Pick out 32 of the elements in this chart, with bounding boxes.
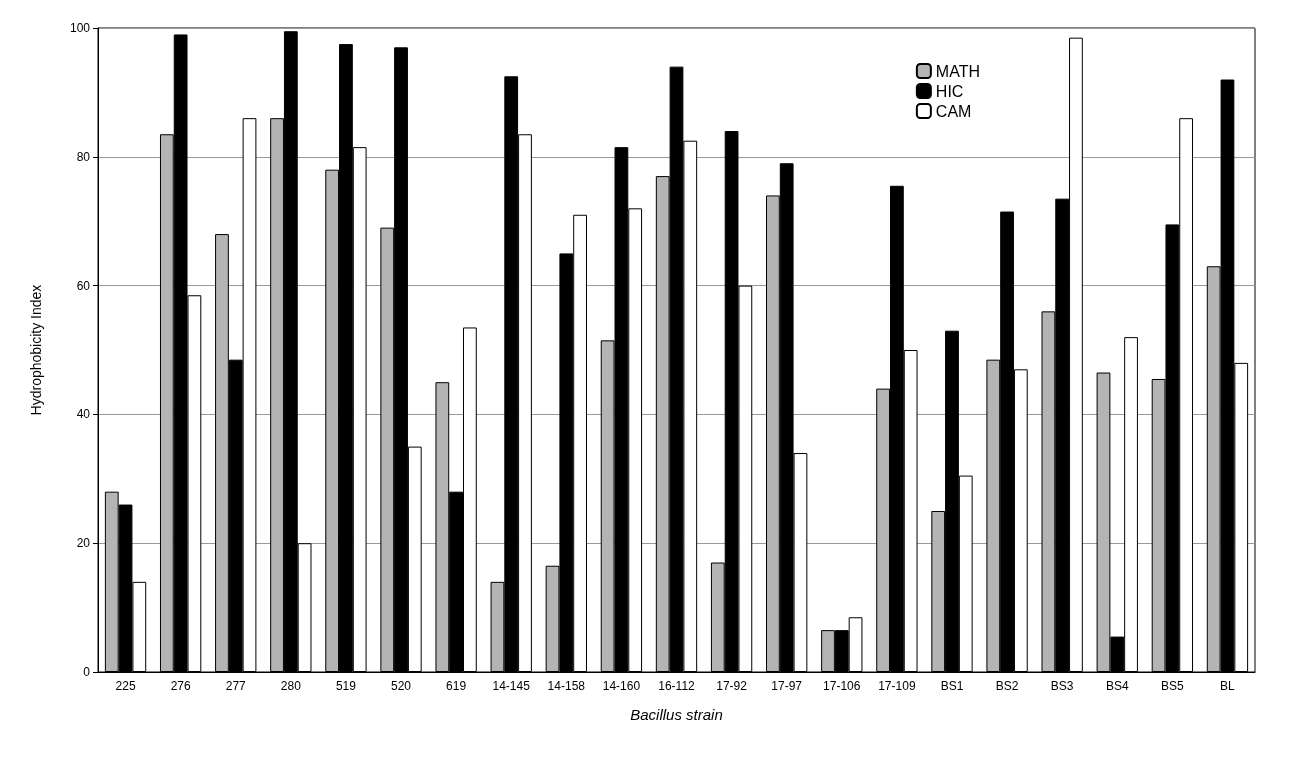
x-tick-label: BS4 bbox=[1105, 679, 1129, 693]
x-tick-label: BS1 bbox=[940, 679, 964, 693]
x-tick-label: 519 bbox=[335, 679, 357, 693]
x-axis-title: Bacillus strain bbox=[630, 706, 723, 723]
y-tick-label: 0 bbox=[83, 665, 91, 679]
x-tick-label: 14-160 bbox=[602, 679, 641, 693]
legend-label: CAM bbox=[935, 102, 972, 120]
y-tick-label: 60 bbox=[76, 278, 91, 293]
x-tick-label: BS2 bbox=[995, 679, 1019, 693]
x-tick-label: 17-92 bbox=[716, 679, 748, 693]
x-tick-label: 225 bbox=[115, 679, 136, 693]
y-tick-label: 80 bbox=[76, 149, 91, 164]
x-tick-label: 619 bbox=[446, 679, 467, 693]
x-tick-label: 520 bbox=[391, 679, 412, 693]
x-tick-label: 17-106 bbox=[823, 679, 861, 693]
legend-label: HIC bbox=[935, 82, 964, 100]
y-tick-label: 20 bbox=[76, 536, 91, 551]
x-tick-label: BL bbox=[1220, 679, 1236, 693]
legend-label: MATH bbox=[935, 62, 980, 80]
x-tick-label: 280 bbox=[280, 679, 302, 693]
x-tick-label: 14-158 bbox=[547, 679, 586, 693]
x-tick-label: 17-97 bbox=[771, 679, 803, 693]
y-tick-label: 100 bbox=[69, 21, 91, 35]
x-tick-label: 16-112 bbox=[658, 679, 696, 693]
x-tick-label: BS5 bbox=[1161, 679, 1185, 693]
x-tick-label: BS3 bbox=[1050, 679, 1074, 693]
x-tick-label: 277 bbox=[225, 679, 247, 693]
x-tick-label: 17-109 bbox=[878, 679, 916, 693]
y-axis-title: Hydrophobicity Index bbox=[28, 284, 44, 416]
y-tick-label: 40 bbox=[76, 407, 91, 422]
x-tick-label: 276 bbox=[170, 679, 191, 693]
x-tick-label: 14-145 bbox=[492, 679, 531, 693]
